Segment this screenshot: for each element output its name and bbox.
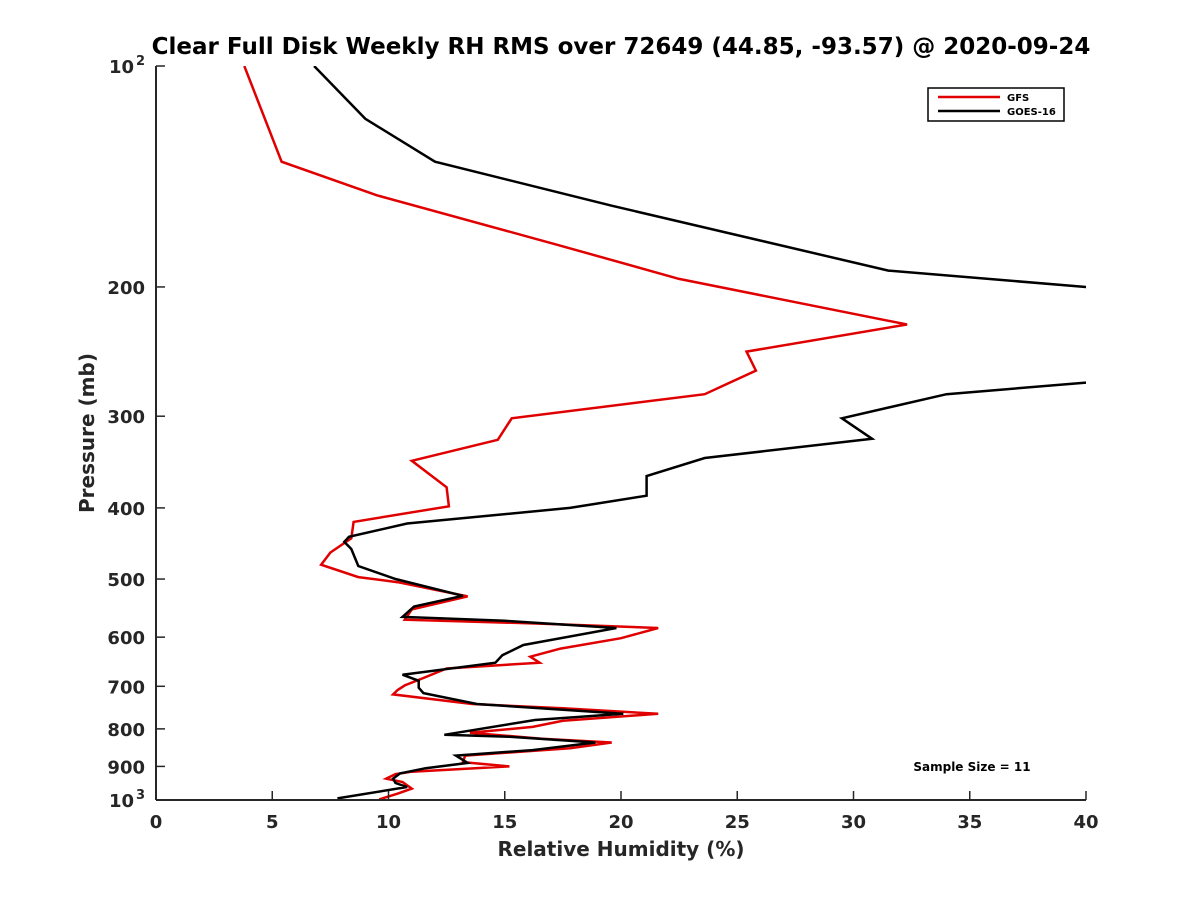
- y-tick-label: 400: [107, 499, 145, 520]
- series-layer: [243, 66, 1086, 800]
- y-tick-label: 600: [107, 628, 145, 649]
- legend-label-goes16: GOES-16: [1007, 107, 1056, 118]
- x-tick-label: 5: [266, 812, 279, 833]
- x-ticks: 0 5 10 15 20 25 30 35 40: [150, 791, 1099, 833]
- x-tick-label: 30: [841, 812, 866, 833]
- legend: GFS GOES-16: [927, 87, 1065, 122]
- x-axis-label: Relative Humidity (%): [497, 837, 744, 861]
- x-tick-label: 20: [608, 812, 633, 833]
- y-tick-label: 800: [107, 720, 145, 741]
- x-tick-label: 25: [725, 812, 750, 833]
- x-tick-label: 15: [492, 812, 517, 833]
- x-tick-label: 35: [957, 812, 982, 833]
- y-tick-label: 200: [107, 278, 145, 299]
- y-axis-label: Pressure (mb): [75, 353, 99, 513]
- legend-label-gfs: GFS: [1007, 93, 1029, 104]
- series-line-goes16: [313, 66, 1086, 800]
- x-tick-label: 0: [150, 812, 163, 833]
- x-tick-label: 10: [376, 812, 401, 833]
- legend-box: [927, 87, 1065, 122]
- y-tick-label: 300: [107, 407, 145, 428]
- y-tick-exponent: 2: [136, 54, 145, 69]
- y-tick-label: 700: [107, 677, 145, 698]
- y-tick-label: 10: [109, 791, 134, 812]
- series-line-gfs: [243, 66, 908, 800]
- y-tick-label: 900: [107, 757, 145, 778]
- plot-area: [156, 66, 1086, 800]
- x-tick-label: 40: [1073, 812, 1098, 833]
- y-tick-exponent: 3: [136, 788, 145, 803]
- y-tick-label: 500: [107, 570, 145, 591]
- sample-size-annotation: Sample Size = 11: [913, 760, 1030, 774]
- y-tick-label: 10: [109, 57, 134, 78]
- chart-title: Clear Full Disk Weekly RH RMS over 72649…: [152, 34, 1091, 60]
